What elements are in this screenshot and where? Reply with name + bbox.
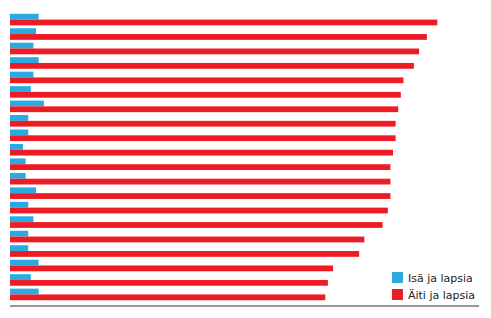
bar [10, 106, 398, 112]
bar [10, 294, 325, 300]
bar [10, 245, 28, 251]
bar [10, 86, 31, 92]
legend: Isä ja lapsia Äiti ja lapsia [392, 272, 475, 302]
bar [10, 187, 36, 193]
bar [10, 289, 39, 295]
bar [10, 179, 390, 185]
bar [10, 208, 388, 214]
legend-item: Isä ja lapsia [392, 272, 473, 285]
bar [10, 101, 44, 107]
bar [10, 14, 39, 20]
bar [10, 150, 393, 156]
bar [10, 135, 396, 141]
legend-swatch [392, 272, 403, 283]
chart: Isä ja lapsia Äiti ja lapsia [0, 0, 491, 318]
legend-swatch [392, 289, 403, 300]
bar [10, 222, 383, 228]
bar [10, 43, 33, 49]
bar [10, 193, 390, 199]
x-axis [10, 306, 479, 307]
bar [10, 237, 364, 243]
bar [10, 251, 359, 257]
legend-label: Äiti ja lapsia [408, 289, 475, 302]
bar [10, 216, 33, 222]
bar [10, 28, 36, 34]
bar [10, 260, 39, 266]
bar [10, 20, 437, 26]
bar [10, 49, 419, 55]
bar [10, 63, 414, 69]
bar [10, 121, 396, 127]
bar [10, 77, 403, 83]
bar [10, 274, 31, 280]
legend-label: Isä ja lapsia [408, 272, 473, 285]
bar [10, 164, 390, 170]
bar [10, 34, 427, 40]
bar [10, 158, 26, 164]
bar [10, 202, 28, 208]
bar [10, 130, 28, 136]
bar [10, 115, 28, 121]
bar [10, 72, 33, 78]
bar [10, 231, 28, 237]
bar [10, 265, 333, 271]
bar [10, 144, 23, 150]
bar [10, 173, 26, 179]
legend-item: Äiti ja lapsia [392, 289, 475, 302]
bar [10, 92, 401, 98]
bar [10, 280, 328, 286]
bar [10, 57, 39, 63]
bars [10, 14, 437, 300]
